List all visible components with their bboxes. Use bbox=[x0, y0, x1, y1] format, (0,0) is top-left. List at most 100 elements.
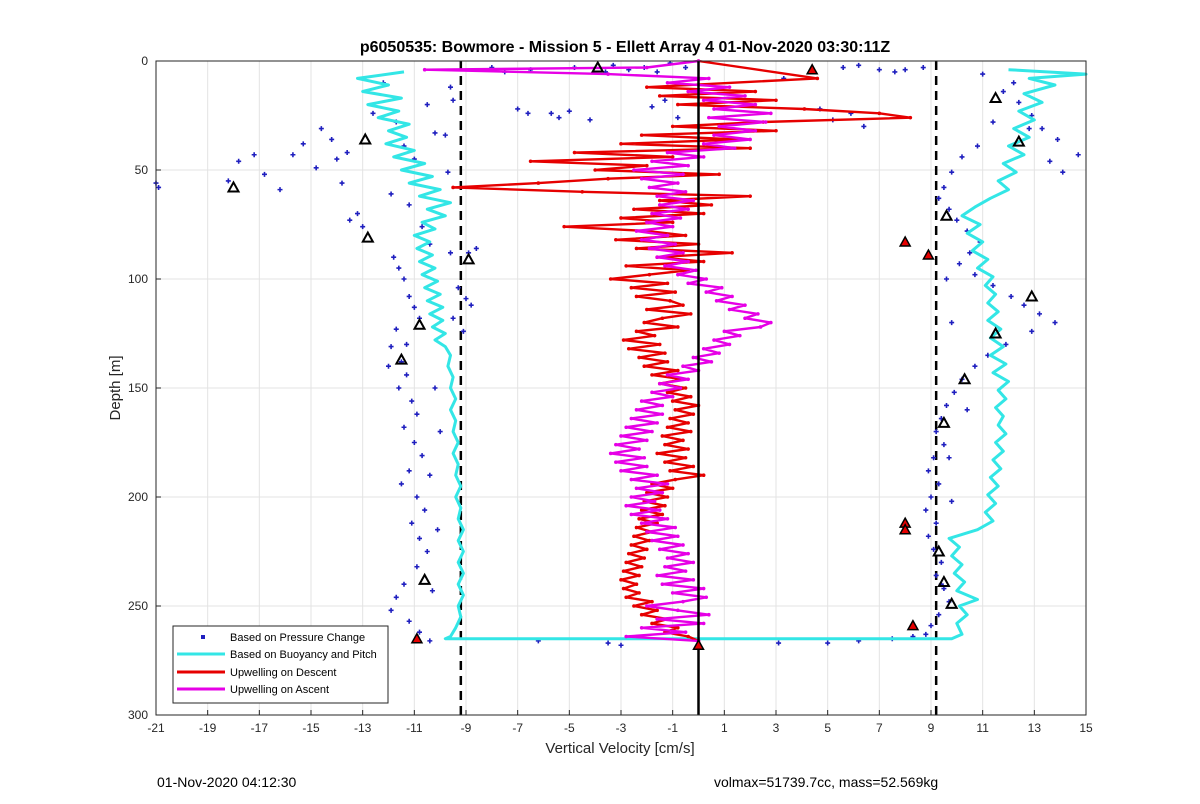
pressure-point bbox=[566, 108, 572, 114]
series-upwelling-ascent-point bbox=[686, 551, 690, 556]
hollow-marker bbox=[361, 230, 375, 243]
pressure-point bbox=[525, 110, 531, 116]
series-upwelling-descent-point bbox=[802, 107, 807, 111]
series-upwelling-ascent-point bbox=[650, 211, 654, 216]
series-upwelling-descent-point bbox=[670, 486, 675, 491]
pressure-point bbox=[396, 385, 402, 391]
series-upwelling-ascent-point bbox=[606, 72, 610, 76]
x-tick-label: 13 bbox=[1028, 721, 1042, 735]
pressure-point bbox=[401, 581, 407, 587]
pressure-point bbox=[1008, 293, 1014, 299]
y-axis-label: Depth [m] bbox=[107, 355, 124, 420]
hollow-marker bbox=[944, 596, 959, 609]
series-upwelling-ascent-point bbox=[701, 155, 706, 159]
series-buoyancy-pitch bbox=[356, 68, 1088, 641]
series-upwelling-ascent-point bbox=[753, 102, 758, 107]
series-upwelling-ascent-point bbox=[753, 128, 758, 133]
series-upwelling-descent-point bbox=[647, 272, 652, 277]
series-upwelling-ascent-point bbox=[614, 460, 618, 464]
pressure-point bbox=[414, 411, 420, 417]
series-upwelling-descent-point bbox=[639, 508, 644, 512]
series-upwelling-ascent-point bbox=[670, 224, 675, 229]
x-tick-label: 1 bbox=[721, 721, 728, 735]
series-upwelling-descent-point bbox=[451, 185, 455, 190]
series-upwelling-descent-point bbox=[673, 477, 678, 482]
series-upwelling-ascent-point bbox=[634, 229, 639, 233]
series-upwelling-descent-point bbox=[637, 591, 641, 595]
series-upwelling-ascent-point bbox=[701, 586, 706, 591]
series-upwelling-ascent-point bbox=[655, 255, 659, 259]
pressure-point bbox=[432, 385, 438, 391]
pressure-point bbox=[946, 206, 952, 212]
series-upwelling-descent-point bbox=[629, 285, 634, 290]
pressure-point bbox=[277, 187, 283, 193]
series-upwelling-descent-point bbox=[645, 85, 649, 89]
pressure-point bbox=[990, 119, 996, 125]
series-upwelling-descent-point bbox=[580, 190, 585, 194]
series-upwelling-descent-point bbox=[632, 207, 636, 212]
series-upwelling-descent-point bbox=[536, 181, 541, 185]
series-upwelling-ascent-point bbox=[686, 207, 690, 212]
series-upwelling-descent-point bbox=[668, 299, 672, 303]
pressure-point bbox=[388, 344, 394, 350]
series-upwelling-descent-point bbox=[639, 612, 644, 617]
pressure-point bbox=[262, 171, 267, 177]
series-upwelling-descent-point bbox=[634, 525, 639, 530]
series-upwelling-descent-point bbox=[608, 277, 613, 281]
series-upwelling-descent-point bbox=[676, 626, 680, 630]
hollow-marker bbox=[932, 544, 946, 557]
filled-marker bbox=[898, 523, 912, 535]
pressure-point bbox=[972, 363, 978, 369]
series-upwelling-descent-point bbox=[624, 595, 628, 600]
pressure-point bbox=[949, 169, 955, 175]
series-upwelling-ascent bbox=[422, 59, 773, 643]
series-upwelling-ascent-point bbox=[655, 473, 659, 478]
pressure-point bbox=[290, 152, 296, 158]
pressure-point bbox=[355, 211, 360, 217]
series-upwelling-ascent-point bbox=[655, 573, 659, 578]
pressure-point bbox=[318, 126, 324, 132]
series-upwelling-descent-point bbox=[670, 220, 675, 225]
pressure-point bbox=[949, 320, 955, 326]
series-upwelling-descent-point bbox=[730, 251, 734, 255]
pressure-point bbox=[1000, 89, 1006, 95]
pressure-point bbox=[1052, 320, 1058, 326]
series-upwelling-ascent-point bbox=[704, 277, 709, 281]
series-upwelling-ascent-point bbox=[732, 146, 737, 150]
pressure-point bbox=[313, 165, 319, 171]
pressure-point bbox=[967, 250, 973, 256]
series-upwelling-ascent-point bbox=[632, 168, 636, 172]
series-upwelling-ascent-point bbox=[686, 377, 690, 382]
pressure-point bbox=[675, 115, 681, 121]
series-upwelling-ascent-point bbox=[650, 390, 654, 395]
series-upwelling-descent-point bbox=[624, 560, 628, 565]
pressure-point bbox=[515, 106, 521, 112]
series-upwelling-ascent-point bbox=[660, 490, 665, 495]
series-upwelling-ascent-point bbox=[694, 268, 698, 273]
series-upwelling-descent-point bbox=[681, 438, 685, 443]
pressure-point bbox=[360, 224, 366, 230]
pressure-point bbox=[876, 67, 882, 73]
pressure-point bbox=[334, 156, 340, 162]
pressure-point bbox=[429, 588, 435, 594]
series-upwelling-descent-point bbox=[701, 211, 706, 216]
pressure-point bbox=[933, 572, 939, 578]
pressure-point bbox=[401, 424, 407, 430]
pressure-point bbox=[861, 123, 867, 129]
x-tick-label: -3 bbox=[616, 721, 627, 735]
legend-label-ascent: Upwelling on Ascent bbox=[230, 684, 329, 696]
pressure-point bbox=[959, 154, 965, 160]
pressure-point bbox=[949, 498, 955, 504]
series-upwelling-ascent-point bbox=[619, 469, 623, 473]
series-upwelling-descent-point bbox=[717, 172, 721, 177]
series-upwelling-ascent-point bbox=[624, 634, 628, 639]
series-upwelling-ascent-point bbox=[655, 194, 659, 198]
pressure-point bbox=[972, 272, 978, 278]
pressure-point bbox=[419, 224, 425, 230]
series-upwelling-descent-point bbox=[626, 551, 631, 556]
series-upwelling-descent-point bbox=[673, 408, 678, 412]
hollow-marker bbox=[461, 252, 476, 265]
pressure-point bbox=[422, 507, 428, 513]
series-upwelling-ascent-point bbox=[714, 299, 719, 303]
series-upwelling-ascent-point bbox=[650, 538, 654, 543]
